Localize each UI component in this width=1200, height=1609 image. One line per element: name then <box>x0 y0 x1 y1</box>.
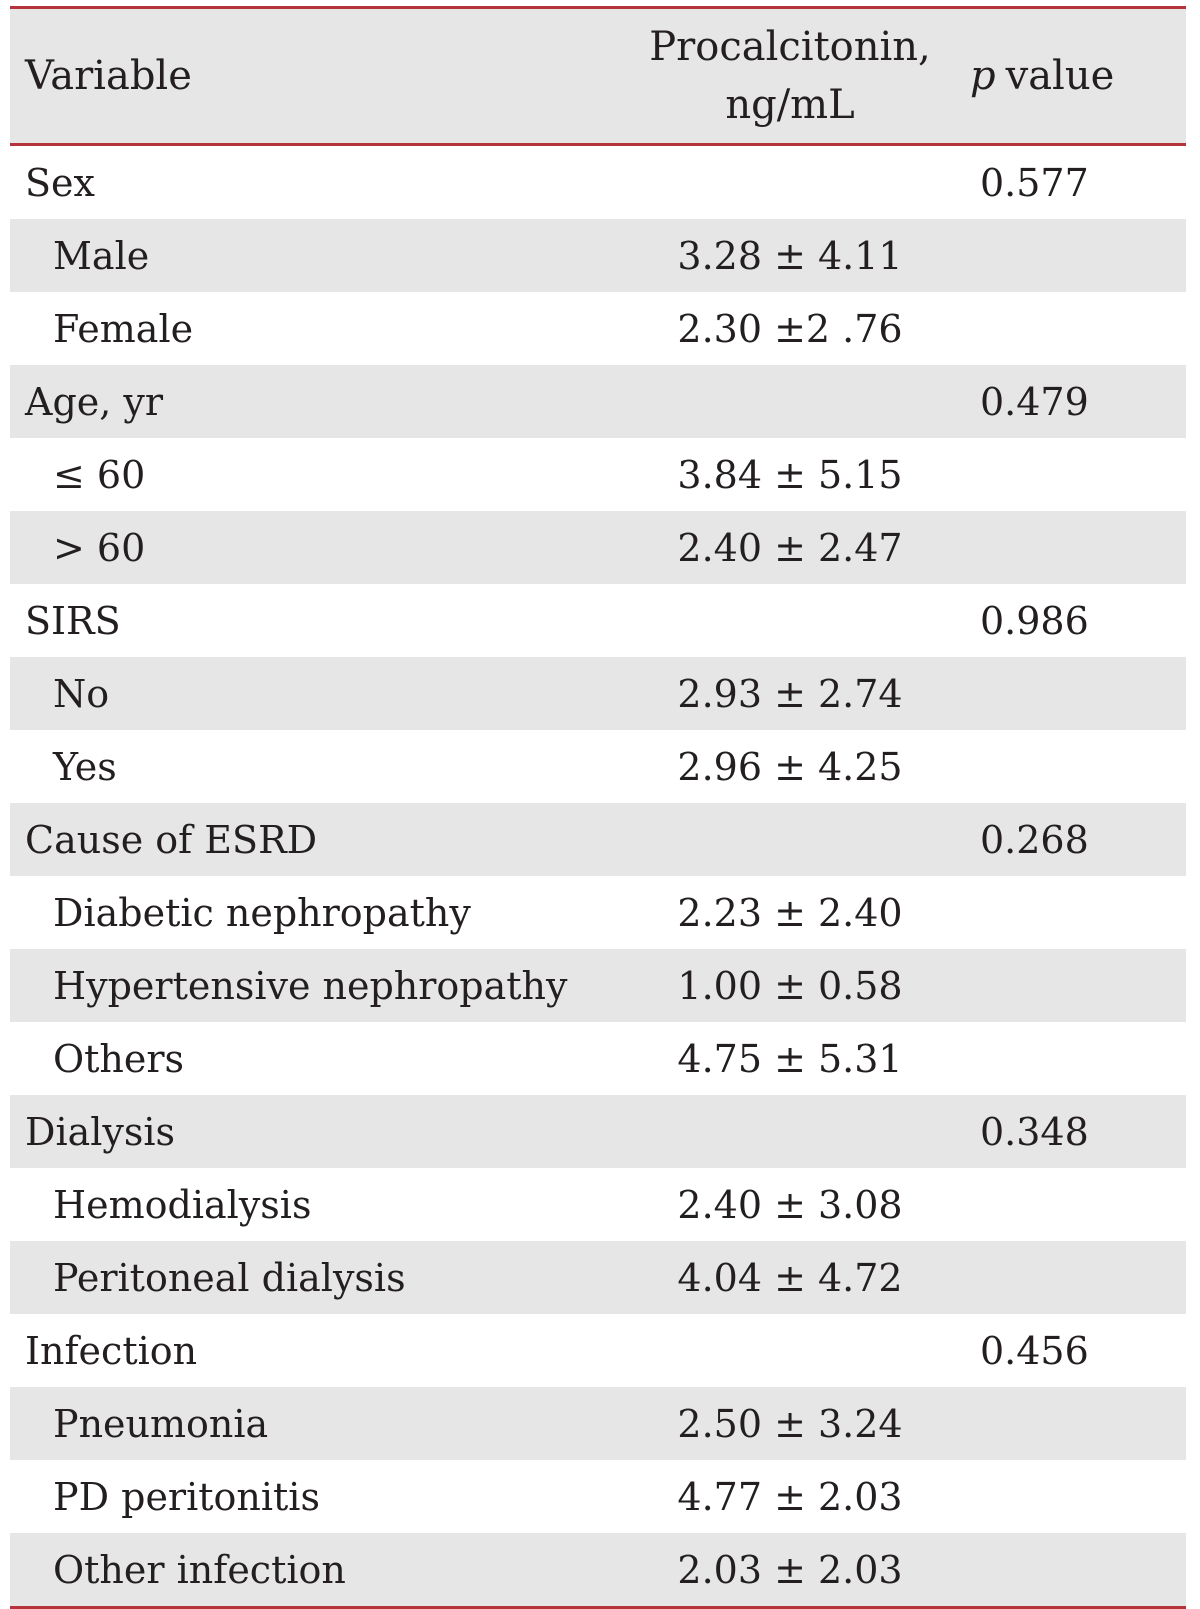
cell-p-value: 0.986 <box>980 598 1089 643</box>
cell-procalcitonin <box>600 146 980 219</box>
cell-p-value: 0.268 <box>980 817 1089 862</box>
cell-procalcitonin: 2.23 ± 2.40 <box>677 890 903 935</box>
cell-procalcitonin: 4.77 ± 2.03 <box>677 1474 903 1519</box>
cell-variable: SIRS <box>25 598 121 643</box>
cell-procalcitonin: 1.00 ± 0.58 <box>677 963 903 1008</box>
cell-variable: > 60 <box>53 525 146 570</box>
cell-variable: ≤ 60 <box>53 452 146 497</box>
cell-p-value: 0.479 <box>980 379 1089 424</box>
cell-procalcitonin: 2.30 ±2 .76 <box>677 306 903 351</box>
cell-p-value: 0.577 <box>980 160 1089 205</box>
header-variable: Variable <box>25 53 192 99</box>
procalcitonin-table: Variable Procalcitonin, ng/mL p value Se… <box>10 6 1186 1609</box>
table-row-subitem: Diabetic nephropathy 2.23 ± 2.40 <box>10 876 1186 949</box>
cell-p-value: 0.456 <box>980 1328 1089 1373</box>
header-p-symbol: p <box>970 53 996 99</box>
cell-variable: Other infection <box>53 1547 346 1592</box>
cell-variable: Diabetic nephropathy <box>53 890 471 935</box>
cell-procalcitonin <box>600 365 980 438</box>
cell-variable: Female <box>53 306 194 351</box>
table-row-subitem: Pneumonia 2.50 ± 3.24 <box>10 1387 1186 1460</box>
table-row-subitem: Others 4.75 ± 5.31 <box>10 1022 1186 1095</box>
cell-procalcitonin: 2.50 ± 3.24 <box>677 1401 903 1446</box>
table-row-group: Age, yr 0.479 <box>10 365 1186 438</box>
cell-procalcitonin: 3.28 ± 4.11 <box>677 233 903 278</box>
table-row-subitem: Yes 2.96 ± 4.25 <box>10 730 1186 803</box>
table-row-subitem: Female 2.30 ±2 .76 <box>10 292 1186 365</box>
cell-variable: PD peritonitis <box>53 1474 320 1519</box>
table-row-subitem: > 60 2.40 ± 2.47 <box>10 511 1186 584</box>
cell-procalcitonin: 2.40 ± 3.08 <box>677 1182 903 1227</box>
table-row-subitem: PD peritonitis 4.77 ± 2.03 <box>10 1460 1186 1533</box>
table-body: Sex 0.577 Male 3.28 ± 4.11 Female 2.30 ±2 .76… <box>10 146 1186 1606</box>
table-row-group: Cause of ESRD 0.268 <box>10 803 1186 876</box>
table-row-group: Dialysis 0.348 <box>10 1095 1186 1168</box>
cell-variable: Hemodialysis <box>53 1182 312 1227</box>
table-row-group: Infection 0.456 <box>10 1314 1186 1387</box>
cell-procalcitonin <box>600 584 980 657</box>
table-row-group: Sex 0.577 <box>10 146 1186 219</box>
cell-variable: Dialysis <box>25 1109 176 1154</box>
cell-variable: Sex <box>25 160 95 205</box>
table-row-subitem: Other infection 2.03 ± 2.03 <box>10 1533 1186 1606</box>
cell-procalcitonin <box>600 1095 980 1168</box>
table-row-subitem: Peritoneal dialysis 4.04 ± 4.72 <box>10 1241 1186 1314</box>
cell-procalcitonin: 2.40 ± 2.47 <box>677 525 903 570</box>
table-row-subitem: ≤ 60 3.84 ± 5.15 <box>10 438 1186 511</box>
header-p-word: value <box>1005 53 1115 99</box>
cell-variable: Hypertensive nephropathy <box>53 963 568 1008</box>
cell-variable: Others <box>53 1036 185 1081</box>
cell-p-value: 0.348 <box>980 1109 1089 1154</box>
cell-procalcitonin: 2.03 ± 2.03 <box>677 1547 903 1592</box>
table-row-subitem: Hemodialysis 2.40 ± 3.08 <box>10 1168 1186 1241</box>
cell-variable: Pneumonia <box>53 1401 269 1446</box>
header-procalcitonin-line2: ng/mL <box>725 82 855 128</box>
table-row-group: SIRS 0.986 <box>10 584 1186 657</box>
header-p-value: p value <box>970 9 1114 143</box>
table-row-subitem: Hypertensive nephropathy 1.00 ± 0.58 <box>10 949 1186 1022</box>
header-procalcitonin-line1: Procalcitonin, <box>649 24 931 70</box>
cell-variable: Male <box>53 233 150 278</box>
cell-procalcitonin: 3.84 ± 5.15 <box>677 452 903 497</box>
header-procalcitonin: Procalcitonin, ng/mL <box>600 9 980 143</box>
cell-procalcitonin: 2.93 ± 2.74 <box>677 671 903 716</box>
top-rule <box>10 6 1186 9</box>
cell-variable: Infection <box>25 1328 198 1373</box>
cell-variable: Peritoneal dialysis <box>53 1255 406 1300</box>
cell-procalcitonin: 4.75 ± 5.31 <box>677 1036 903 1081</box>
table-header: Variable Procalcitonin, ng/mL p value <box>10 9 1186 146</box>
cell-variable: Yes <box>53 744 117 789</box>
cell-procalcitonin: 4.04 ± 4.72 <box>677 1255 903 1300</box>
cell-variable: No <box>53 671 110 716</box>
cell-procalcitonin <box>600 803 980 876</box>
cell-procalcitonin: 2.96 ± 4.25 <box>677 744 903 789</box>
cell-variable: Cause of ESRD <box>25 817 318 862</box>
table-row-subitem: Male 3.28 ± 4.11 <box>10 219 1186 292</box>
cell-variable: Age, yr <box>25 379 164 424</box>
cell-procalcitonin <box>600 1314 980 1387</box>
table-row-subitem: No 2.93 ± 2.74 <box>10 657 1186 730</box>
